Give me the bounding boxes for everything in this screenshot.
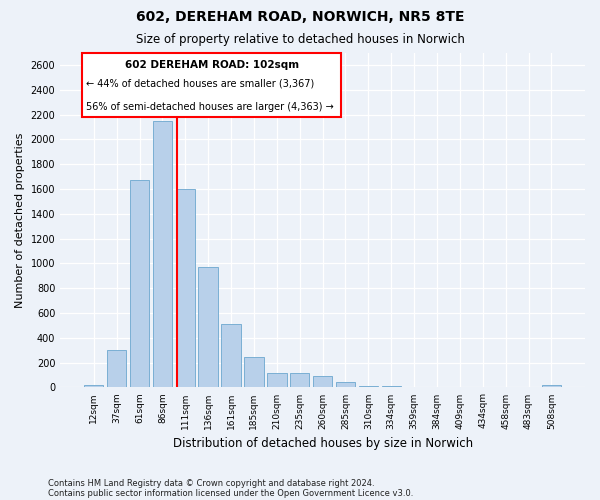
Bar [290,373,310,388]
Bar [496,387,515,388]
Text: 56% of semi-detached houses are larger (4,363) →: 56% of semi-detached houses are larger (… [86,102,334,112]
Y-axis label: Number of detached properties: Number of detached properties [15,132,25,308]
Bar [519,387,538,388]
Text: 602 DEREHAM ROAD: 102sqm: 602 DEREHAM ROAD: 102sqm [125,60,299,70]
Bar [221,324,241,388]
Text: Size of property relative to detached houses in Norwich: Size of property relative to detached ho… [136,32,464,46]
Bar [152,120,172,388]
Bar [244,357,263,388]
Text: Contains public sector information licensed under the Open Government Licence v3: Contains public sector information licen… [48,488,413,498]
Bar [130,180,149,388]
Bar [199,267,218,388]
Text: ← 44% of detached houses are smaller (3,367): ← 44% of detached houses are smaller (3,… [86,78,314,88]
Bar [176,189,195,388]
Bar [107,350,127,388]
Bar [382,386,401,388]
Bar [336,382,355,388]
Bar [473,387,493,388]
Bar [450,387,470,388]
X-axis label: Distribution of detached houses by size in Norwich: Distribution of detached houses by size … [173,437,473,450]
Bar [313,376,332,388]
Bar [359,386,378,388]
Bar [427,387,447,388]
Bar [404,387,424,388]
Bar [267,372,287,388]
Text: 602, DEREHAM ROAD, NORWICH, NR5 8TE: 602, DEREHAM ROAD, NORWICH, NR5 8TE [136,10,464,24]
Bar [84,385,103,388]
Text: Contains HM Land Registry data © Crown copyright and database right 2024.: Contains HM Land Registry data © Crown c… [48,478,374,488]
Bar [542,385,561,388]
FancyBboxPatch shape [82,52,341,117]
